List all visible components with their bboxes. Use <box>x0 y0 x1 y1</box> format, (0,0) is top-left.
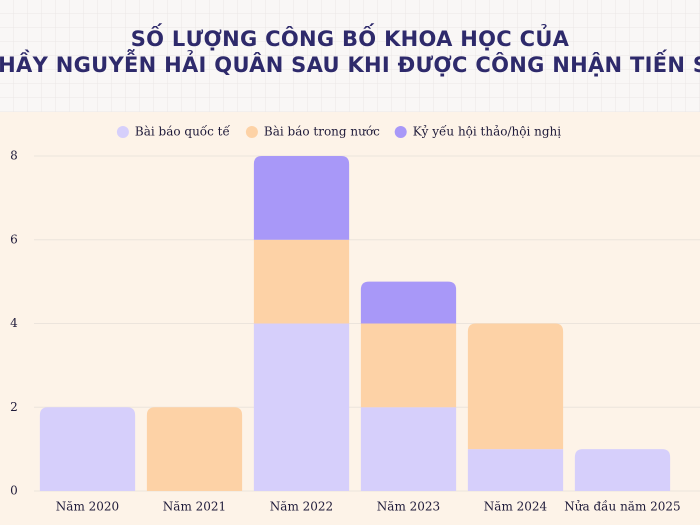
bar-segment <box>360 281 457 324</box>
y-tick-label: 2 <box>10 400 18 414</box>
bar-segment <box>146 407 243 491</box>
y-tick-label: 8 <box>10 149 18 163</box>
bar-segment <box>467 449 564 491</box>
x-tick-label: Năm 2023 <box>377 500 440 514</box>
bar-segment <box>253 156 350 240</box>
bar-segment <box>360 407 457 491</box>
legend-swatch <box>394 126 407 138</box>
legend-label: Bài báo quốc tế <box>135 124 231 139</box>
bar-segment <box>253 239 350 324</box>
x-tick-label: Nửa đầu năm 2025 <box>564 499 680 514</box>
legend-label: Kỷ yếu hội thảo/hội nghị <box>413 124 562 139</box>
legend-swatch <box>116 126 129 138</box>
x-tick-label: Năm 2021 <box>163 500 226 514</box>
legend-label: Bài báo trong nước <box>264 125 380 139</box>
x-tick-label: Năm 2020 <box>56 500 119 514</box>
y-tick-label: 6 <box>10 232 18 246</box>
bar-segment <box>574 449 671 491</box>
y-tick-label: 0 <box>10 484 18 498</box>
y-tick-label: 4 <box>10 316 18 330</box>
bar-segment <box>253 323 350 491</box>
header-background <box>0 0 700 112</box>
x-tick-label: Năm 2024 <box>484 500 548 514</box>
legend-swatch <box>245 126 258 138</box>
chart-title: SỐ LƯỢNG CÔNG BỐ KHOA HỌC CỦA <box>131 23 570 51</box>
chart-title: THẦY NGUYỄN HẢI QUÂN SAU KHI ĐƯỢC CÔNG N… <box>0 49 700 77</box>
x-tick-label: Năm 2022 <box>270 500 333 514</box>
bar-segment <box>360 323 457 408</box>
bar-segment <box>39 407 136 491</box>
bar-segment <box>467 323 564 450</box>
